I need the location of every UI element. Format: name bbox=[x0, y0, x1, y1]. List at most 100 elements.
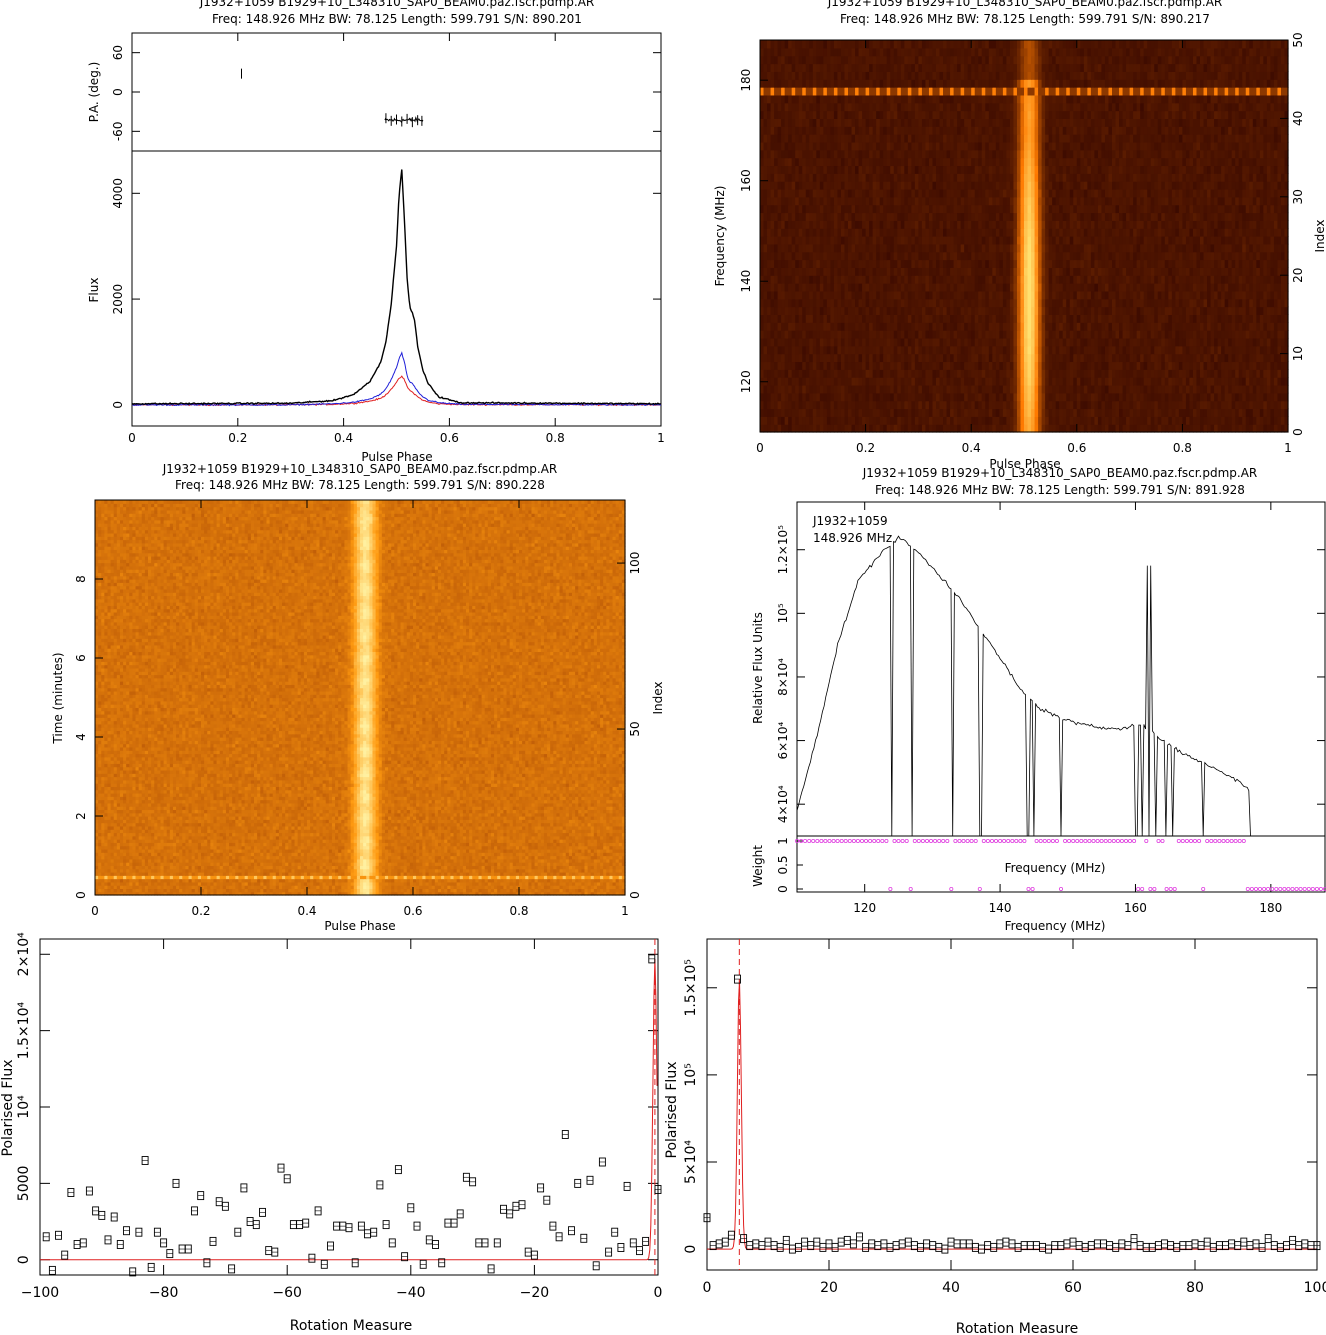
heatmap-cell bbox=[918, 330, 922, 338]
heatmap-cell bbox=[1119, 369, 1123, 377]
heatmap-cell bbox=[936, 424, 940, 432]
heatmap-cell bbox=[989, 173, 993, 181]
heatmap-cell bbox=[1189, 401, 1193, 409]
heatmap-cell bbox=[830, 416, 834, 424]
heatmap-cell bbox=[1260, 385, 1264, 393]
heatmap-cell bbox=[1098, 220, 1102, 228]
heatmap-cell bbox=[792, 346, 796, 354]
heatmap-cell bbox=[1028, 260, 1032, 268]
heatmap-cell bbox=[1031, 361, 1035, 369]
heatmap-cell bbox=[1256, 299, 1260, 307]
heatmap-cell bbox=[1063, 299, 1067, 307]
heatmap-cell bbox=[911, 220, 915, 228]
heatmap-cell bbox=[989, 307, 993, 315]
heatmap-cell bbox=[880, 408, 884, 416]
heatmap-cell bbox=[918, 377, 922, 385]
heatmap-cell bbox=[788, 314, 792, 322]
heatmap-cell bbox=[950, 424, 954, 432]
heatmap-cell bbox=[1094, 393, 1098, 401]
heatmap-cell bbox=[1218, 260, 1222, 268]
heatmap-cell bbox=[880, 307, 884, 315]
heatmap-cell bbox=[971, 244, 975, 252]
heatmap-cell bbox=[1253, 244, 1257, 252]
heatmap-cell bbox=[978, 205, 982, 213]
heatmap-cell bbox=[799, 267, 803, 275]
heatmap-cell bbox=[1112, 369, 1116, 377]
heatmap-cell bbox=[1232, 244, 1236, 252]
heatmap-cell bbox=[1186, 330, 1190, 338]
heatmap-cell bbox=[852, 228, 856, 236]
heatmap-cell bbox=[1239, 197, 1243, 205]
heatmap-cell bbox=[975, 228, 979, 236]
heatmap-cell bbox=[954, 408, 958, 416]
heatmap-cell bbox=[792, 416, 796, 424]
heatmap-cell bbox=[1196, 244, 1200, 252]
heatmap-cell bbox=[873, 416, 877, 424]
heatmap-cell bbox=[950, 236, 954, 244]
heatmap-cell bbox=[1235, 267, 1239, 275]
heatmap-cell bbox=[1274, 385, 1278, 393]
heatmap-cell bbox=[947, 181, 951, 189]
heatmap-cell bbox=[968, 346, 972, 354]
heatmap-cell bbox=[859, 393, 863, 401]
heatmap-cell bbox=[1144, 354, 1148, 362]
heatmap-cell bbox=[1263, 361, 1267, 369]
heatmap-cell bbox=[795, 275, 799, 283]
heatmap-cell bbox=[978, 307, 982, 315]
heatmap-cell bbox=[1024, 369, 1028, 377]
heatmap-cell bbox=[1263, 228, 1267, 236]
heatmap-cell bbox=[1147, 212, 1151, 220]
heatmap-cell bbox=[844, 181, 848, 189]
heatmap-cell bbox=[1112, 314, 1116, 322]
heatmap-cell bbox=[1017, 260, 1021, 268]
heatmap-cell bbox=[1133, 267, 1137, 275]
heatmap-cell bbox=[1196, 275, 1200, 283]
heatmap-cell bbox=[940, 220, 944, 228]
heatmap-cell bbox=[1158, 228, 1162, 236]
heatmap-cell bbox=[911, 299, 915, 307]
heatmap-cell bbox=[1017, 377, 1021, 385]
heatmap-cell bbox=[820, 346, 824, 354]
heatmap-cell bbox=[1277, 197, 1281, 205]
heatmap-cell bbox=[1013, 220, 1017, 228]
heatmap-cell bbox=[880, 244, 884, 252]
heatmap-cell bbox=[820, 275, 824, 283]
heatmap-cell bbox=[1281, 401, 1285, 409]
heatmap-cell bbox=[1175, 346, 1179, 354]
heatmap-cell bbox=[911, 424, 915, 432]
heatmap-cell bbox=[1200, 189, 1204, 197]
heatmap-cell bbox=[1172, 181, 1176, 189]
heatmap-cell bbox=[806, 252, 810, 260]
heatmap-cell bbox=[1066, 181, 1070, 189]
heatmap-cell bbox=[1172, 408, 1176, 416]
heatmap-cell bbox=[1126, 408, 1130, 416]
heatmap-cell bbox=[760, 369, 764, 377]
heatmap-cell bbox=[911, 314, 915, 322]
heatmap-cell bbox=[890, 346, 894, 354]
heatmap-cell bbox=[971, 299, 975, 307]
heatmap-cell bbox=[866, 408, 870, 416]
heatmap-cell bbox=[1049, 369, 1053, 377]
flux-tick-label: 2000 bbox=[111, 284, 125, 315]
heatmap-cell bbox=[999, 291, 1003, 299]
heatmap-cell bbox=[961, 408, 965, 416]
heatmap-cell bbox=[943, 252, 947, 260]
heatmap-cell bbox=[1165, 189, 1169, 197]
heatmap-cell bbox=[1038, 330, 1042, 338]
heatmap-cell bbox=[1182, 416, 1186, 424]
heatmap-cell bbox=[876, 220, 880, 228]
heatmap-cell bbox=[1070, 401, 1074, 409]
heatmap-cell bbox=[947, 275, 951, 283]
heatmap-cell bbox=[971, 369, 975, 377]
heatmap-cell bbox=[1013, 338, 1017, 346]
heatmap-cell bbox=[1232, 408, 1236, 416]
heatmap-cell bbox=[1253, 361, 1257, 369]
heatmap-cell bbox=[1133, 385, 1137, 393]
heatmap-cell bbox=[1091, 377, 1095, 385]
heatmap-cell bbox=[897, 369, 901, 377]
heatmap-cell bbox=[1182, 361, 1186, 369]
heatmap-cell bbox=[852, 377, 856, 385]
heatmap-cell bbox=[978, 377, 982, 385]
heatmap-cell bbox=[1175, 408, 1179, 416]
heatmap-cell bbox=[964, 393, 968, 401]
